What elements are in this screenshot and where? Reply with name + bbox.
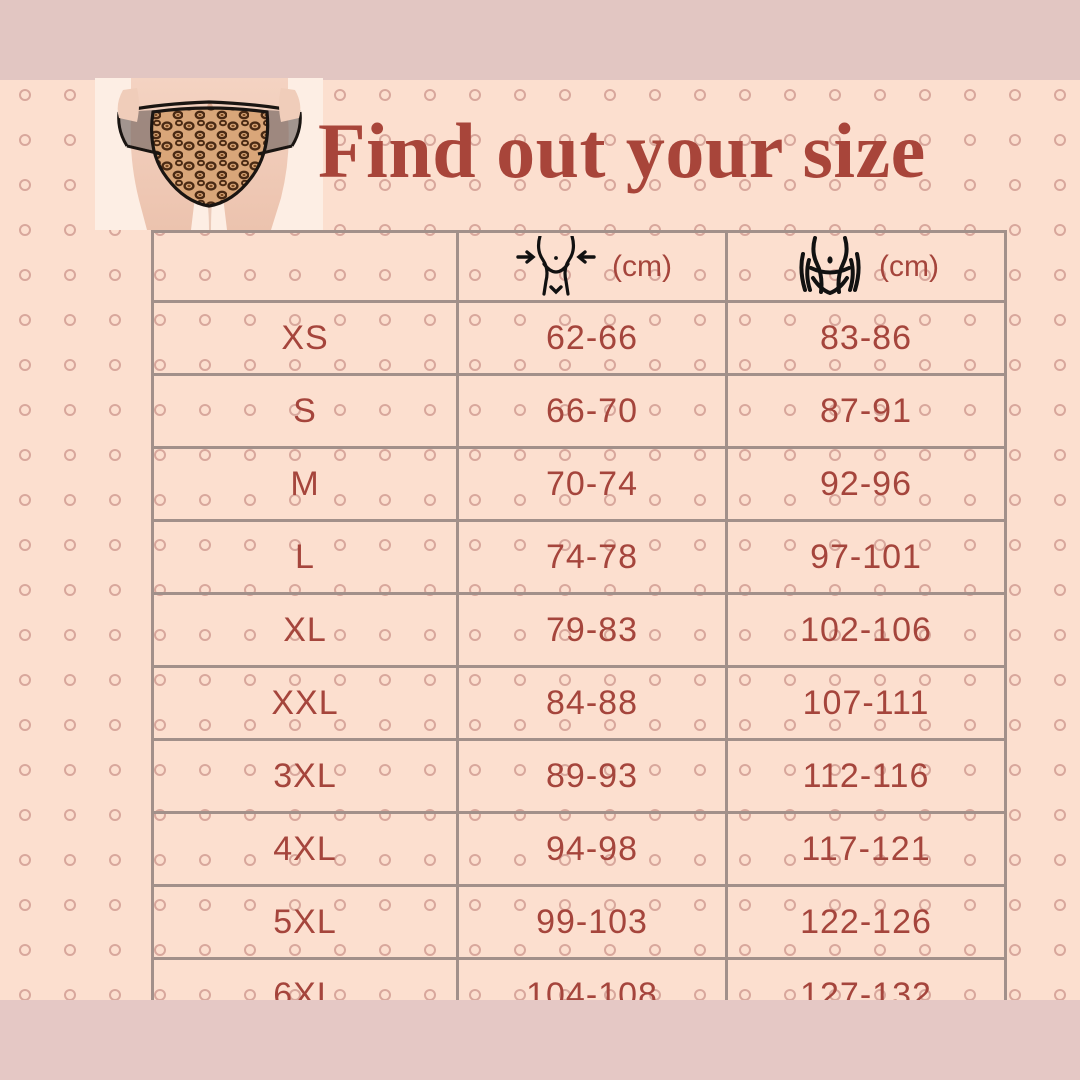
cell-hip: 117-121 bbox=[725, 811, 1007, 887]
hip-value: 102-106 bbox=[800, 611, 932, 649]
product-photo bbox=[95, 60, 323, 230]
cell-waist: 94-98 bbox=[456, 811, 728, 887]
waist-value: 89-93 bbox=[546, 757, 638, 795]
table-row: XS 62-66 83-86 bbox=[151, 300, 1007, 376]
waist-value: 62-66 bbox=[546, 319, 638, 357]
table-row: 5XL 99-103 122-126 bbox=[151, 884, 1007, 960]
size-value: L bbox=[295, 538, 315, 576]
size-value: 4XL bbox=[273, 830, 337, 868]
size-value: XXL bbox=[271, 684, 339, 722]
cell-hip: 112-116 bbox=[725, 738, 1007, 814]
cell-size: M bbox=[151, 446, 459, 522]
cell-size: S bbox=[151, 373, 459, 449]
size-value: S bbox=[293, 392, 317, 430]
cell-waist: 84-88 bbox=[456, 665, 728, 741]
waist-value: 70-74 bbox=[546, 465, 638, 503]
hip-value: 87-91 bbox=[820, 392, 912, 430]
size-value: XL bbox=[283, 611, 327, 649]
cell-hip: 122-126 bbox=[725, 884, 1007, 960]
cell-hip: 92-96 bbox=[725, 446, 1007, 522]
hip-value: 112-116 bbox=[802, 757, 930, 795]
cell-waist: 89-93 bbox=[456, 738, 728, 814]
table-row: 3XL 89-93 112-116 bbox=[151, 738, 1007, 814]
cell-waist: 66-70 bbox=[456, 373, 728, 449]
cell-hip: 83-86 bbox=[725, 300, 1007, 376]
cell-hip: 102-106 bbox=[725, 592, 1007, 668]
cell-size: XXL bbox=[151, 665, 459, 741]
hip-measure-icon bbox=[799, 235, 861, 295]
waist-value: 74-78 bbox=[546, 538, 638, 576]
waist-value: 79-83 bbox=[546, 611, 638, 649]
cell-hip: 97-101 bbox=[725, 519, 1007, 595]
size-chart-table: (cm) bbox=[151, 230, 1007, 1033]
header-cell-hip: (cm) bbox=[725, 230, 1007, 303]
waist-value: 66-70 bbox=[546, 392, 638, 430]
waist-value: 94-98 bbox=[546, 830, 638, 868]
waist-value: 84-88 bbox=[546, 684, 638, 722]
cell-size: XS bbox=[151, 300, 459, 376]
size-value: XS bbox=[281, 319, 329, 357]
size-value: M bbox=[290, 465, 320, 503]
waist-value: 99-103 bbox=[536, 903, 648, 941]
header-cell-waist: (cm) bbox=[456, 230, 728, 303]
cell-size: XL bbox=[151, 592, 459, 668]
header-cell-size bbox=[151, 230, 459, 303]
cell-waist: 74-78 bbox=[456, 519, 728, 595]
unit-label-hip: (cm) bbox=[879, 249, 939, 283]
table-row: XXL 84-88 107-111 bbox=[151, 665, 1007, 741]
hip-value: 97-101 bbox=[810, 538, 922, 576]
cell-waist: 62-66 bbox=[456, 300, 728, 376]
bottom-band bbox=[0, 1000, 1080, 1080]
cell-size: 5XL bbox=[151, 884, 459, 960]
size-value: 5XL bbox=[273, 903, 337, 941]
page-title: Find out your size bbox=[318, 107, 926, 194]
hip-value: 83-86 bbox=[820, 319, 912, 357]
cell-hip: 107-111 bbox=[725, 665, 1007, 741]
cell-hip: 87-91 bbox=[725, 373, 1007, 449]
cell-size: 4XL bbox=[151, 811, 459, 887]
hip-value: 117-121 bbox=[801, 830, 931, 868]
top-band bbox=[0, 0, 1080, 80]
waist-measure-icon bbox=[516, 235, 596, 296]
size-value: 3XL bbox=[273, 757, 337, 795]
hip-value: 107-111 bbox=[802, 684, 930, 722]
hip-value: 122-126 bbox=[800, 903, 932, 941]
cell-waist: 70-74 bbox=[456, 446, 728, 522]
unit-label-waist: (cm) bbox=[612, 249, 672, 283]
cell-size: L bbox=[151, 519, 459, 595]
table-row: S 66-70 87-91 bbox=[151, 373, 1007, 449]
hip-value: 92-96 bbox=[820, 465, 912, 503]
table-header-row: (cm) bbox=[151, 230, 1007, 303]
table-row: M 70-74 92-96 bbox=[151, 446, 1007, 522]
table-row: 4XL 94-98 117-121 bbox=[151, 811, 1007, 887]
cell-waist: 99-103 bbox=[456, 884, 728, 960]
cell-waist: 79-83 bbox=[456, 592, 728, 668]
cell-size: 3XL bbox=[151, 738, 459, 814]
table-row: XL 79-83 102-106 bbox=[151, 592, 1007, 668]
table-row: L 74-78 97-101 bbox=[151, 519, 1007, 595]
